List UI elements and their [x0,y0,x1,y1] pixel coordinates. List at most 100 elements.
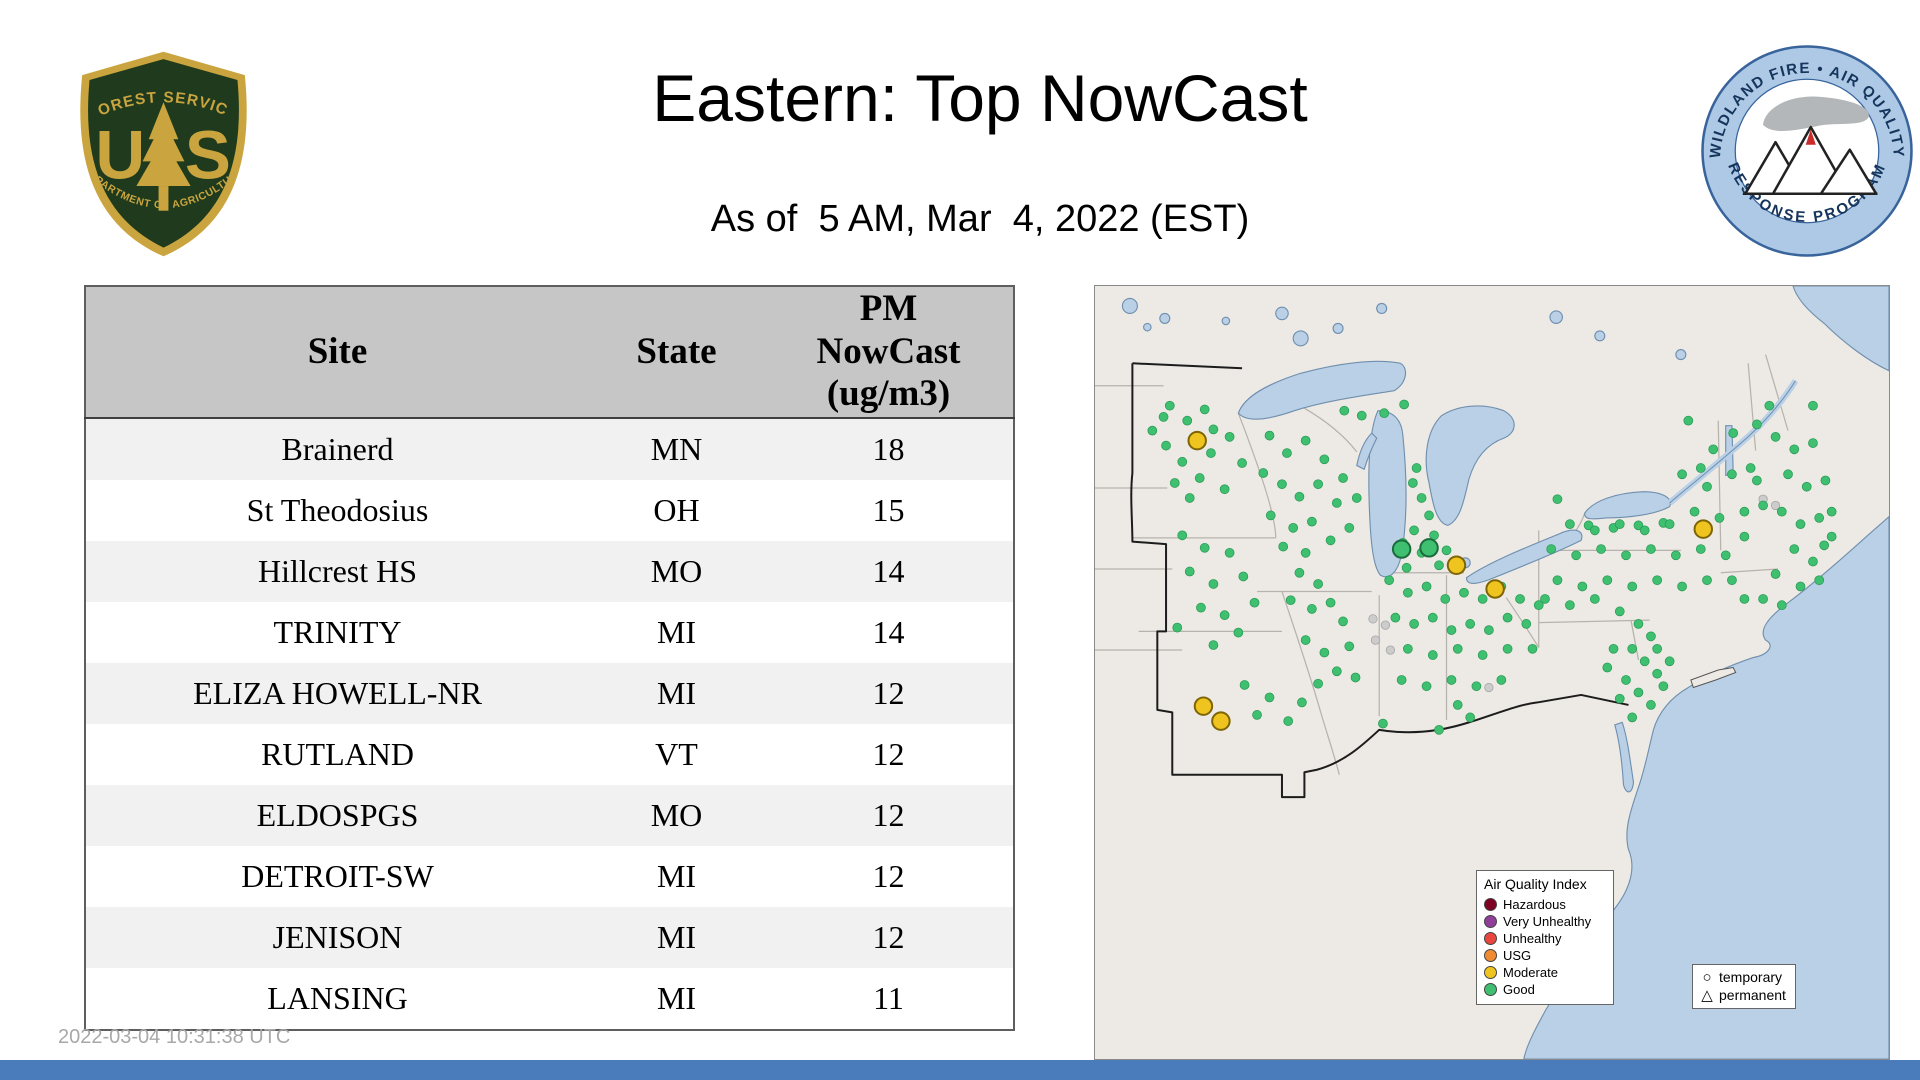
aqi-color-dot [1484,898,1497,911]
good-monitor-dot [1399,399,1409,410]
site-cell: Hillcrest HS [257,552,418,589]
good-monitor-dot [1739,531,1750,542]
aqi-legend-label: Unhealthy [1503,931,1562,946]
good-monitor-dot [1338,616,1348,627]
good-monitor-dot [1199,404,1210,415]
inactive-monitor-dot [1385,645,1396,655]
pm-header-line3: (ug/m3) [826,373,951,415]
state-cell: MO [650,552,703,589]
good-monitor-dot [1411,463,1422,473]
good-monitor-dot [1627,581,1638,592]
good-monitor-dot [1752,419,1762,430]
site-column-header: Site [85,286,589,419]
good-monitor-dot [1452,700,1463,710]
good-monitor-dot [1427,612,1438,623]
usfs-shield-icon: FOREST SERVICE U S DEPARTMENT OF AGRICUL… [65,35,247,257]
good-monitor-dot [1264,692,1275,703]
aqi-legend-item: Moderate [1484,964,1606,981]
triangle-marker-icon: △ [1701,986,1713,1004]
good-monitor-dot [1184,493,1195,503]
good-monitor-dot [1670,550,1681,561]
value-cell: 11 [873,979,904,1016]
good-monitor-dot [1795,581,1806,592]
value-cell: 12 [872,796,905,833]
page-title: Eastern: Top NowCast [652,61,1308,135]
good-monitor-dot [1396,675,1407,685]
good-monitor-dot [1789,544,1800,554]
good-monitor-dot [1401,562,1412,573]
good-monitor-dot [1409,525,1419,536]
nowcast-table-body: Brainerd MN 18 St Theodosius OH 15 Hillcrest H… [85,417,1014,1030]
good-monitor-dot [1477,594,1488,604]
good-monitor-dot [1331,498,1342,508]
good-monitor-dot [1384,575,1395,586]
good-monitor-dot [1621,550,1631,561]
good-monitor-dot [1602,575,1613,586]
good-monitor-dot [1206,448,1216,458]
good-monitor-dot [1278,541,1289,552]
site-cell: RUTLAND [261,735,414,772]
table-row: ELDOSPGS MO 12 [85,784,1014,846]
aqi-legend-items: Hazardous Very Unhealthy Unhealthy USG Moder… [1484,896,1606,998]
site-cell: Brainerd [281,430,394,467]
good-monitor-dot [1565,600,1575,611]
good-monitor-dot [1294,491,1305,502]
good-monitor-dot [1233,627,1244,638]
aqi-legend-item: Unhealthy [1484,930,1606,947]
aqi-legend-label: Very Unhealthy [1503,914,1592,929]
marker-type-legend: ○ temporary △ permanent [1692,964,1796,1009]
aqi-legend-item: Good [1484,981,1606,998]
value-cell: 12 [872,918,905,955]
table-row: Brainerd MN 18 [85,417,1014,480]
inactive-monitor-dot [1484,682,1494,693]
good-monitor-dot [1194,473,1205,483]
good-monitor-dot [1319,454,1330,465]
good-monitor-dot [1702,481,1712,492]
good-monitor-dot [1652,668,1663,679]
good-monitor-dot [1177,456,1188,467]
good-monitor-dot [1313,579,1323,589]
good-monitor-dot [1484,625,1494,635]
good-monitor-dot [1331,666,1342,677]
state-cell: VT [655,735,698,772]
good-monitor-dot [1407,478,1418,488]
site-cell: ELDOSPGS [256,796,419,833]
pine-tree-icon [136,102,191,211]
bottom-bar [0,1060,1920,1080]
good-monitor-dot [1702,575,1712,586]
table-row: DETROIT-SW MI 12 [85,845,1014,907]
value-cell: 12 [872,674,905,711]
good-monitor-dot [1351,493,1362,503]
good-monitor-dot [1416,493,1427,503]
good-monitor-dot [1459,587,1469,598]
moderate-monitor-marker [1693,519,1713,539]
good-monitor-dot [1739,594,1750,604]
good-monitor-dot [1565,519,1575,529]
good-monitor-dot [1182,415,1193,426]
good-monitor-dot [1471,681,1482,692]
good-monitor-dot [1427,650,1438,660]
inactive-monitor-dot [1770,500,1781,511]
table-row: St Theodosius OH 15 [85,479,1014,541]
good-monitor-dot [1224,431,1235,442]
good-monitor-dot [1808,400,1818,411]
nowcast-table: Site State PM NowCast (ug/m3) Brainerd MN… [84,285,1015,1031]
good-monitor-dot [1808,438,1818,448]
good-monitor-dot [1527,643,1538,654]
good-monitor-dot [1714,513,1725,523]
good-monitor-dot [1727,575,1737,586]
good-monitor-dot [1300,435,1311,446]
generated-timestamp: 2022-03-04 10:31:38 UTC [58,1026,291,1048]
state-cell: MI [656,857,697,894]
state-cell: OH [653,491,700,528]
state-cell: MN [650,430,703,467]
aqi-legend-item: Hazardous [1484,896,1606,913]
good-monitor-dot [1614,693,1625,704]
marker-legend-label: permanent [1719,987,1786,1003]
moderate-monitor-marker [1187,430,1207,451]
good-monitor-dot [1350,672,1361,683]
good-monitor-dot [1196,602,1206,613]
good-monitor-dot [1521,619,1532,629]
good-monitor-dot [1633,619,1644,629]
table-row: JENISON MI 12 [85,906,1014,968]
